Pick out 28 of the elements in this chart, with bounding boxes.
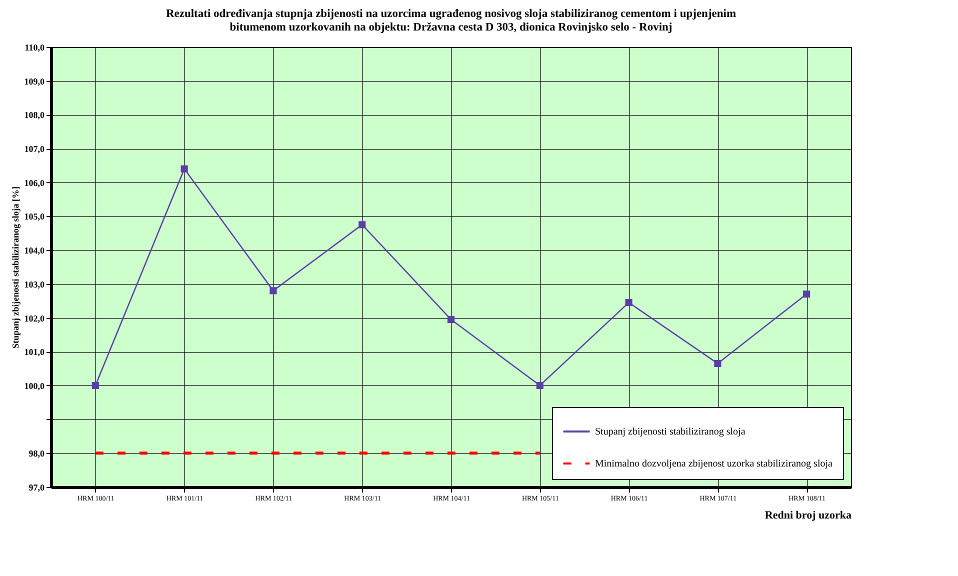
point <box>447 316 455 323</box>
y-tick-label: 105,0 <box>24 212 45 222</box>
y-tick-label: 110,0 <box>24 42 45 52</box>
y-tick-label: 107,0 <box>24 144 45 154</box>
point <box>358 221 366 228</box>
y-tick-label: 103,0 <box>24 279 45 290</box>
point <box>270 287 277 294</box>
x-axis-title: Redni broj uzorka <box>764 510 852 522</box>
y-tick-label: 102,0 <box>24 313 45 324</box>
y-tick-label: 100,0 <box>24 380 45 391</box>
point <box>92 382 99 389</box>
y-tick-label: 108,0 <box>24 110 45 120</box>
point <box>714 360 722 367</box>
y-axis-title: Stupanj zbijenosti stabiliziranog sloja [%] <box>10 186 20 349</box>
y-tick-label: 106,0 <box>24 178 45 188</box>
y-tick-label: 101,0 <box>24 347 45 358</box>
y-tick-label: 109,0 <box>24 76 45 86</box>
point <box>180 165 188 172</box>
y-tick-label: 104,0 <box>24 246 45 256</box>
text: bitumenom uzorkovanih na objektu: Državna cesta D 303, dionica Rovinjsko selo - Rovinj <box>230 22 672 34</box>
legend-label: Minimalno dozvoljena zbijenost uzorka stabiliziranog sloja <box>595 458 834 470</box>
y-tick-label: 97,0 <box>28 482 45 492</box>
text: Rezultati određivanja stupnja zbijenosti na uzorcima ugrađenog nosivog sloja stabiliziranog cementom i upjenjenim <box>166 8 736 20</box>
point <box>536 382 544 389</box>
point <box>803 290 810 298</box>
legend-label: Stupanj zbijenosti stabiliziranog sloja <box>595 426 746 438</box>
point <box>625 299 632 306</box>
y-tick-label: 98,0 <box>28 448 45 459</box>
